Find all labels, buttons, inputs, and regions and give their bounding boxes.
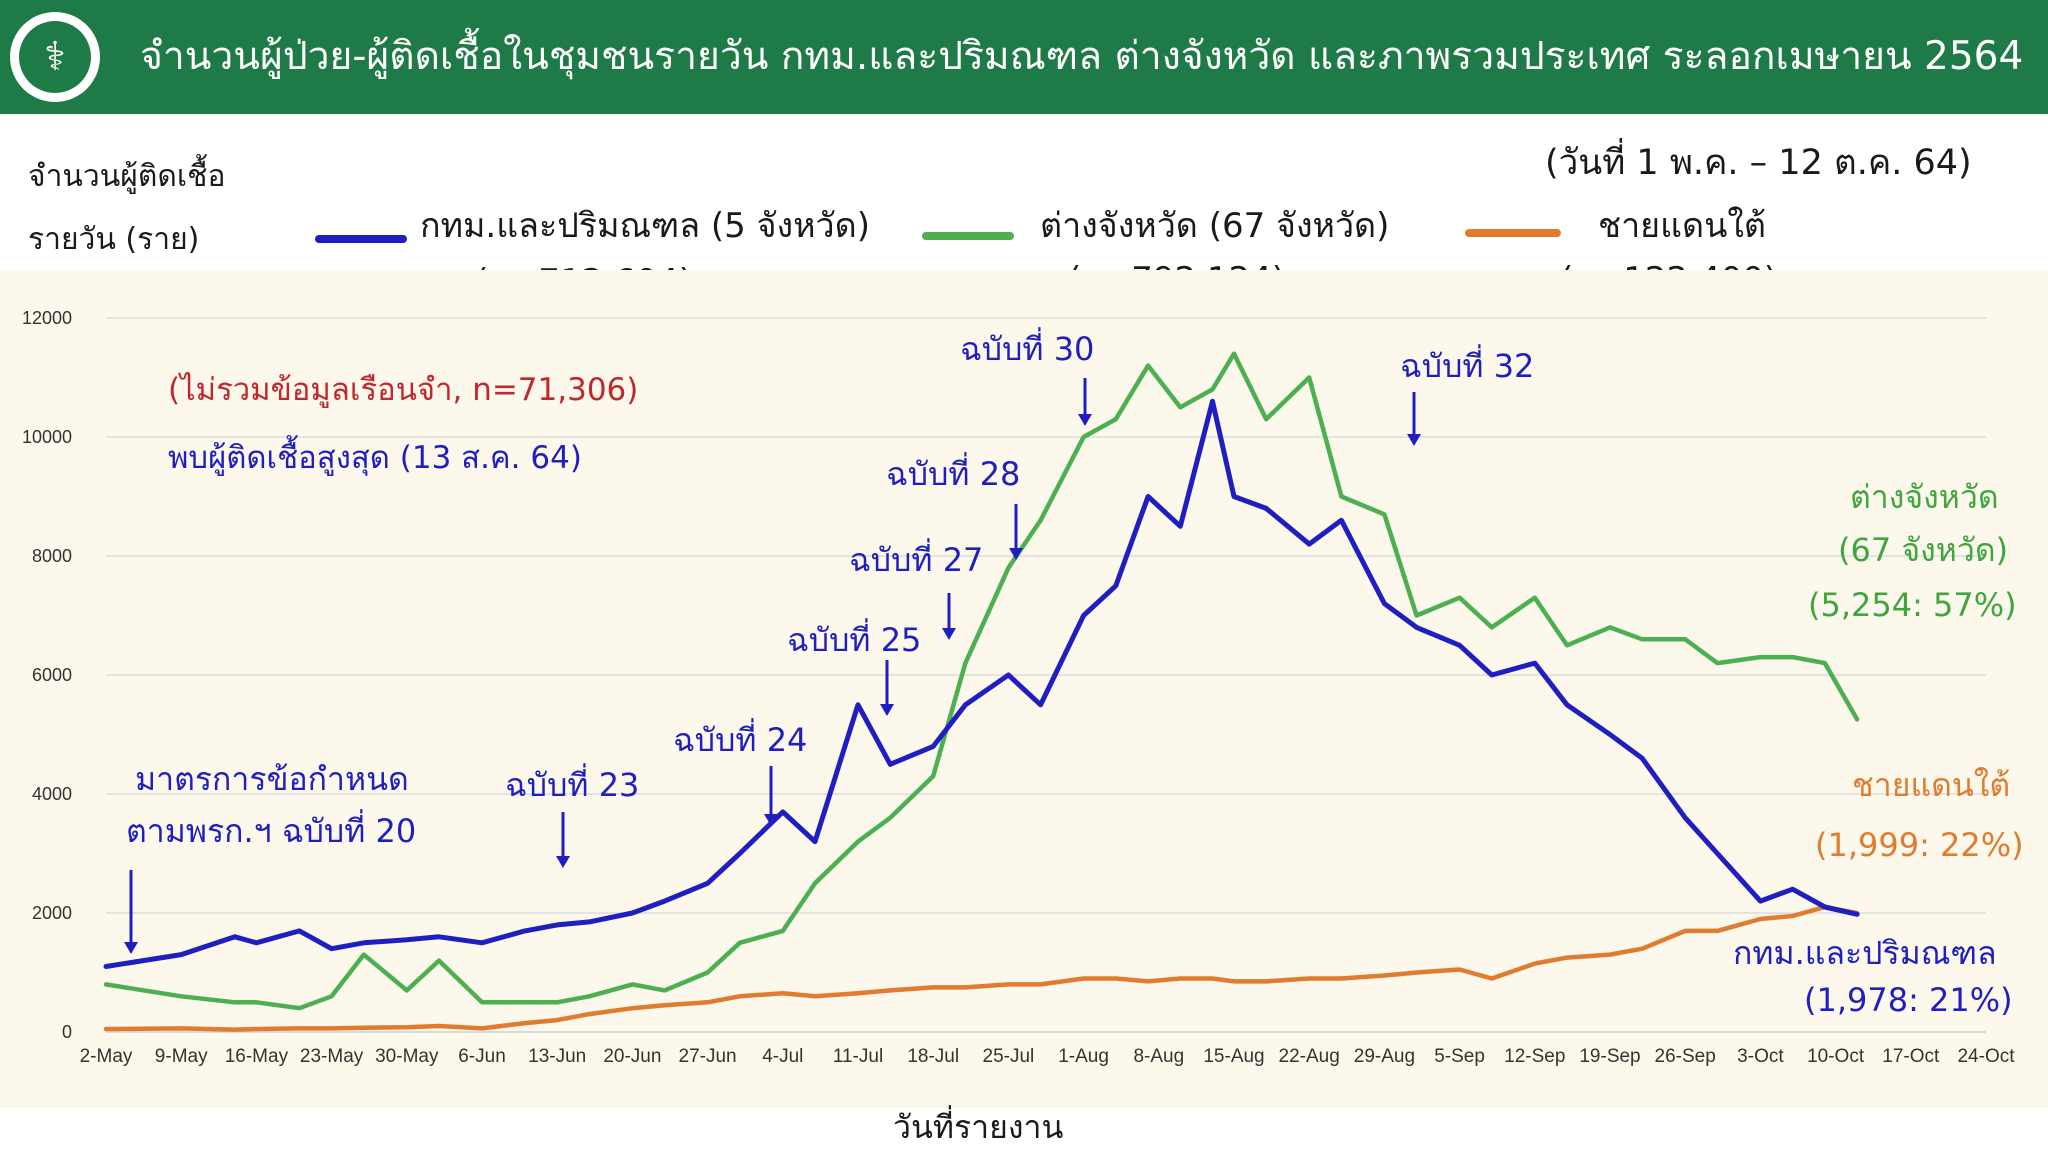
x-tick-label: 22-Aug bbox=[1279, 1046, 1340, 1067]
x-tick-label: 24-Oct bbox=[1957, 1046, 2015, 1067]
legend-label-bkk: กทม.และปริมณฑล (5 จังหวัด) bbox=[420, 206, 870, 246]
annotation-order23: ฉบับที่ 23 bbox=[505, 763, 639, 804]
annotation-order27: ฉบับที่ 27 bbox=[849, 538, 983, 579]
x-tick-label: 17-Oct bbox=[1882, 1046, 1940, 1067]
x-tick-label: 20-Jun bbox=[603, 1046, 661, 1067]
line-chart: 0 2000 4000 6000 8000 10000 12000 2-May 9-May 16… bbox=[22, 308, 2024, 1067]
annotation-arrow bbox=[1009, 504, 1023, 560]
legend-label-provinces: ต่างจังหวัด (67 จังหวัด) bbox=[1040, 206, 1390, 246]
end-label-provinces-val: (5,254: 57%) bbox=[1808, 586, 2017, 624]
annotation-order20-line1: มาตรการข้อกำหนด bbox=[135, 760, 409, 798]
series-line-bkk bbox=[103, 398, 1860, 969]
x-tick-label: 4-Jul bbox=[762, 1046, 803, 1067]
end-label-south-val: (1,999: 22%) bbox=[1815, 826, 2024, 864]
header-bar: ⚕ จำนวนผู้ป่วย-ผู้ติดเชื้อในชุมชนรายวัน … bbox=[0, 0, 2048, 114]
series-line-provinces bbox=[103, 351, 1860, 1011]
x-tick-label: 1-Aug bbox=[1058, 1046, 1109, 1067]
annotation-arrow bbox=[764, 766, 778, 826]
x-tick-label: 5-Sep bbox=[1434, 1046, 1485, 1067]
y-tick-label: 8000 bbox=[32, 546, 72, 566]
x-tick-label: 18-Jul bbox=[907, 1046, 959, 1067]
annotation-order25: ฉบับที่ 25 bbox=[787, 618, 921, 659]
annotation-arrow bbox=[124, 870, 138, 954]
annotation-arrow bbox=[880, 660, 894, 716]
x-tick-label: 23-May bbox=[300, 1046, 364, 1067]
x-tick-label: 8-Aug bbox=[1133, 1046, 1184, 1067]
page-title: จำนวนผู้ป่วย-ผู้ติดเชื้อในชุมชนรายวัน กท… bbox=[140, 34, 2024, 79]
annotation-order28: ฉบับที่ 28 bbox=[886, 452, 1020, 493]
legend-swatch-provinces bbox=[922, 232, 1014, 240]
y-tick-label: 2000 bbox=[32, 903, 72, 923]
y-tick-label: 12000 bbox=[22, 308, 72, 328]
legend-swatch-bkk bbox=[315, 235, 407, 243]
end-label-bkk-val: (1,978: 21%) bbox=[1804, 981, 2013, 1019]
caduceus-icon: ⚕ bbox=[44, 34, 66, 80]
annotation-order30: ฉบับที่ 30 bbox=[960, 327, 1094, 368]
x-tick-label: 13-Jun bbox=[528, 1046, 586, 1067]
x-tick-label: 30-May bbox=[375, 1046, 439, 1067]
annotation-order20-line2: ตามพรก.ฯ ฉบับที่ 20 bbox=[126, 809, 416, 850]
annotation-arrow bbox=[942, 593, 956, 640]
ministry-logo: ⚕ bbox=[10, 12, 100, 102]
annotation-order24: ฉบับที่ 24 bbox=[673, 718, 807, 759]
end-label-provinces-sub: (67 จังหวัด) bbox=[1838, 531, 2008, 569]
x-tick-label: 10-Oct bbox=[1807, 1046, 1865, 1067]
x-tick-label: 3-Oct bbox=[1737, 1046, 1784, 1067]
logo-emblem: ⚕ bbox=[19, 21, 91, 93]
y-tick-label: 4000 bbox=[32, 784, 72, 804]
x-tick-label: 27-Jun bbox=[679, 1046, 737, 1067]
date-range: (วันที่ 1 พ.ค. – 12 ต.ค. 64) bbox=[1545, 143, 1972, 183]
legend-label-south: ชายแดนใต้ bbox=[1598, 206, 1767, 246]
x-tick-label: 25-Jul bbox=[983, 1046, 1035, 1067]
y-heading-line2: รายวัน (ราย) bbox=[28, 222, 200, 257]
note-peak-date: พบผู้ติดเชื้อสูงสุด (13 ส.ค. 64) bbox=[168, 435, 582, 477]
x-tick-label: 6-Jun bbox=[458, 1046, 506, 1067]
x-axis-title: วันที่รายงาน bbox=[893, 1108, 1064, 1146]
annotation-arrow bbox=[556, 812, 570, 868]
x-tick-label: 16-May bbox=[225, 1046, 289, 1067]
annotation-order32: ฉบับที่ 32 bbox=[1400, 344, 1534, 385]
note-excluded-prison: (ไม่รวมข้อมูลเรือนจำ, n=71,306) bbox=[168, 372, 638, 408]
end-label-bkk-name: กทม.และปริมณฑล bbox=[1733, 934, 1997, 972]
y-tick-label: 10000 bbox=[22, 427, 72, 447]
x-tick-label: 26-Sep bbox=[1655, 1046, 1716, 1067]
end-label-provinces-name: ต่างจังหวัด bbox=[1850, 478, 1999, 516]
y-tick-label: 0 bbox=[62, 1022, 72, 1042]
annotation-arrow bbox=[1078, 378, 1092, 426]
x-tick-label: 19-Sep bbox=[1579, 1046, 1640, 1067]
x-tick-label: 11-Jul bbox=[833, 1046, 883, 1067]
legend-swatch-south bbox=[1465, 229, 1561, 237]
x-tick-label: 12-Sep bbox=[1504, 1046, 1565, 1067]
series-line-south bbox=[103, 904, 1860, 1032]
y-heading-line1: จำนวนผู้ติดเชื้อ bbox=[28, 159, 226, 194]
x-tick-label: 9-May bbox=[155, 1046, 208, 1067]
end-label-south-name: ชายแดนใต้ bbox=[1852, 766, 2010, 804]
x-tick-label: 15-Aug bbox=[1203, 1046, 1264, 1067]
y-tick-label: 6000 bbox=[32, 665, 72, 685]
x-tick-label: 29-Aug bbox=[1354, 1046, 1415, 1067]
annotation-arrow bbox=[1407, 392, 1421, 446]
x-tick-label: 2-May bbox=[80, 1046, 133, 1067]
